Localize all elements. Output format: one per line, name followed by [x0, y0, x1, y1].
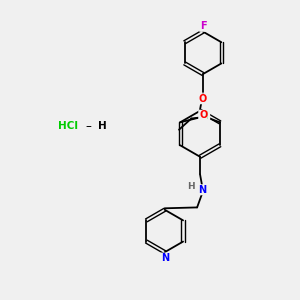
Text: O: O	[199, 94, 207, 104]
Text: H: H	[188, 182, 195, 191]
Text: Cl: Cl	[199, 111, 210, 121]
Text: HCl: HCl	[58, 122, 78, 131]
Text: N: N	[198, 185, 206, 195]
Text: N: N	[161, 253, 169, 263]
Text: O: O	[199, 110, 207, 120]
Text: –: –	[86, 120, 92, 133]
Text: H: H	[98, 122, 107, 131]
Text: F: F	[200, 21, 206, 31]
